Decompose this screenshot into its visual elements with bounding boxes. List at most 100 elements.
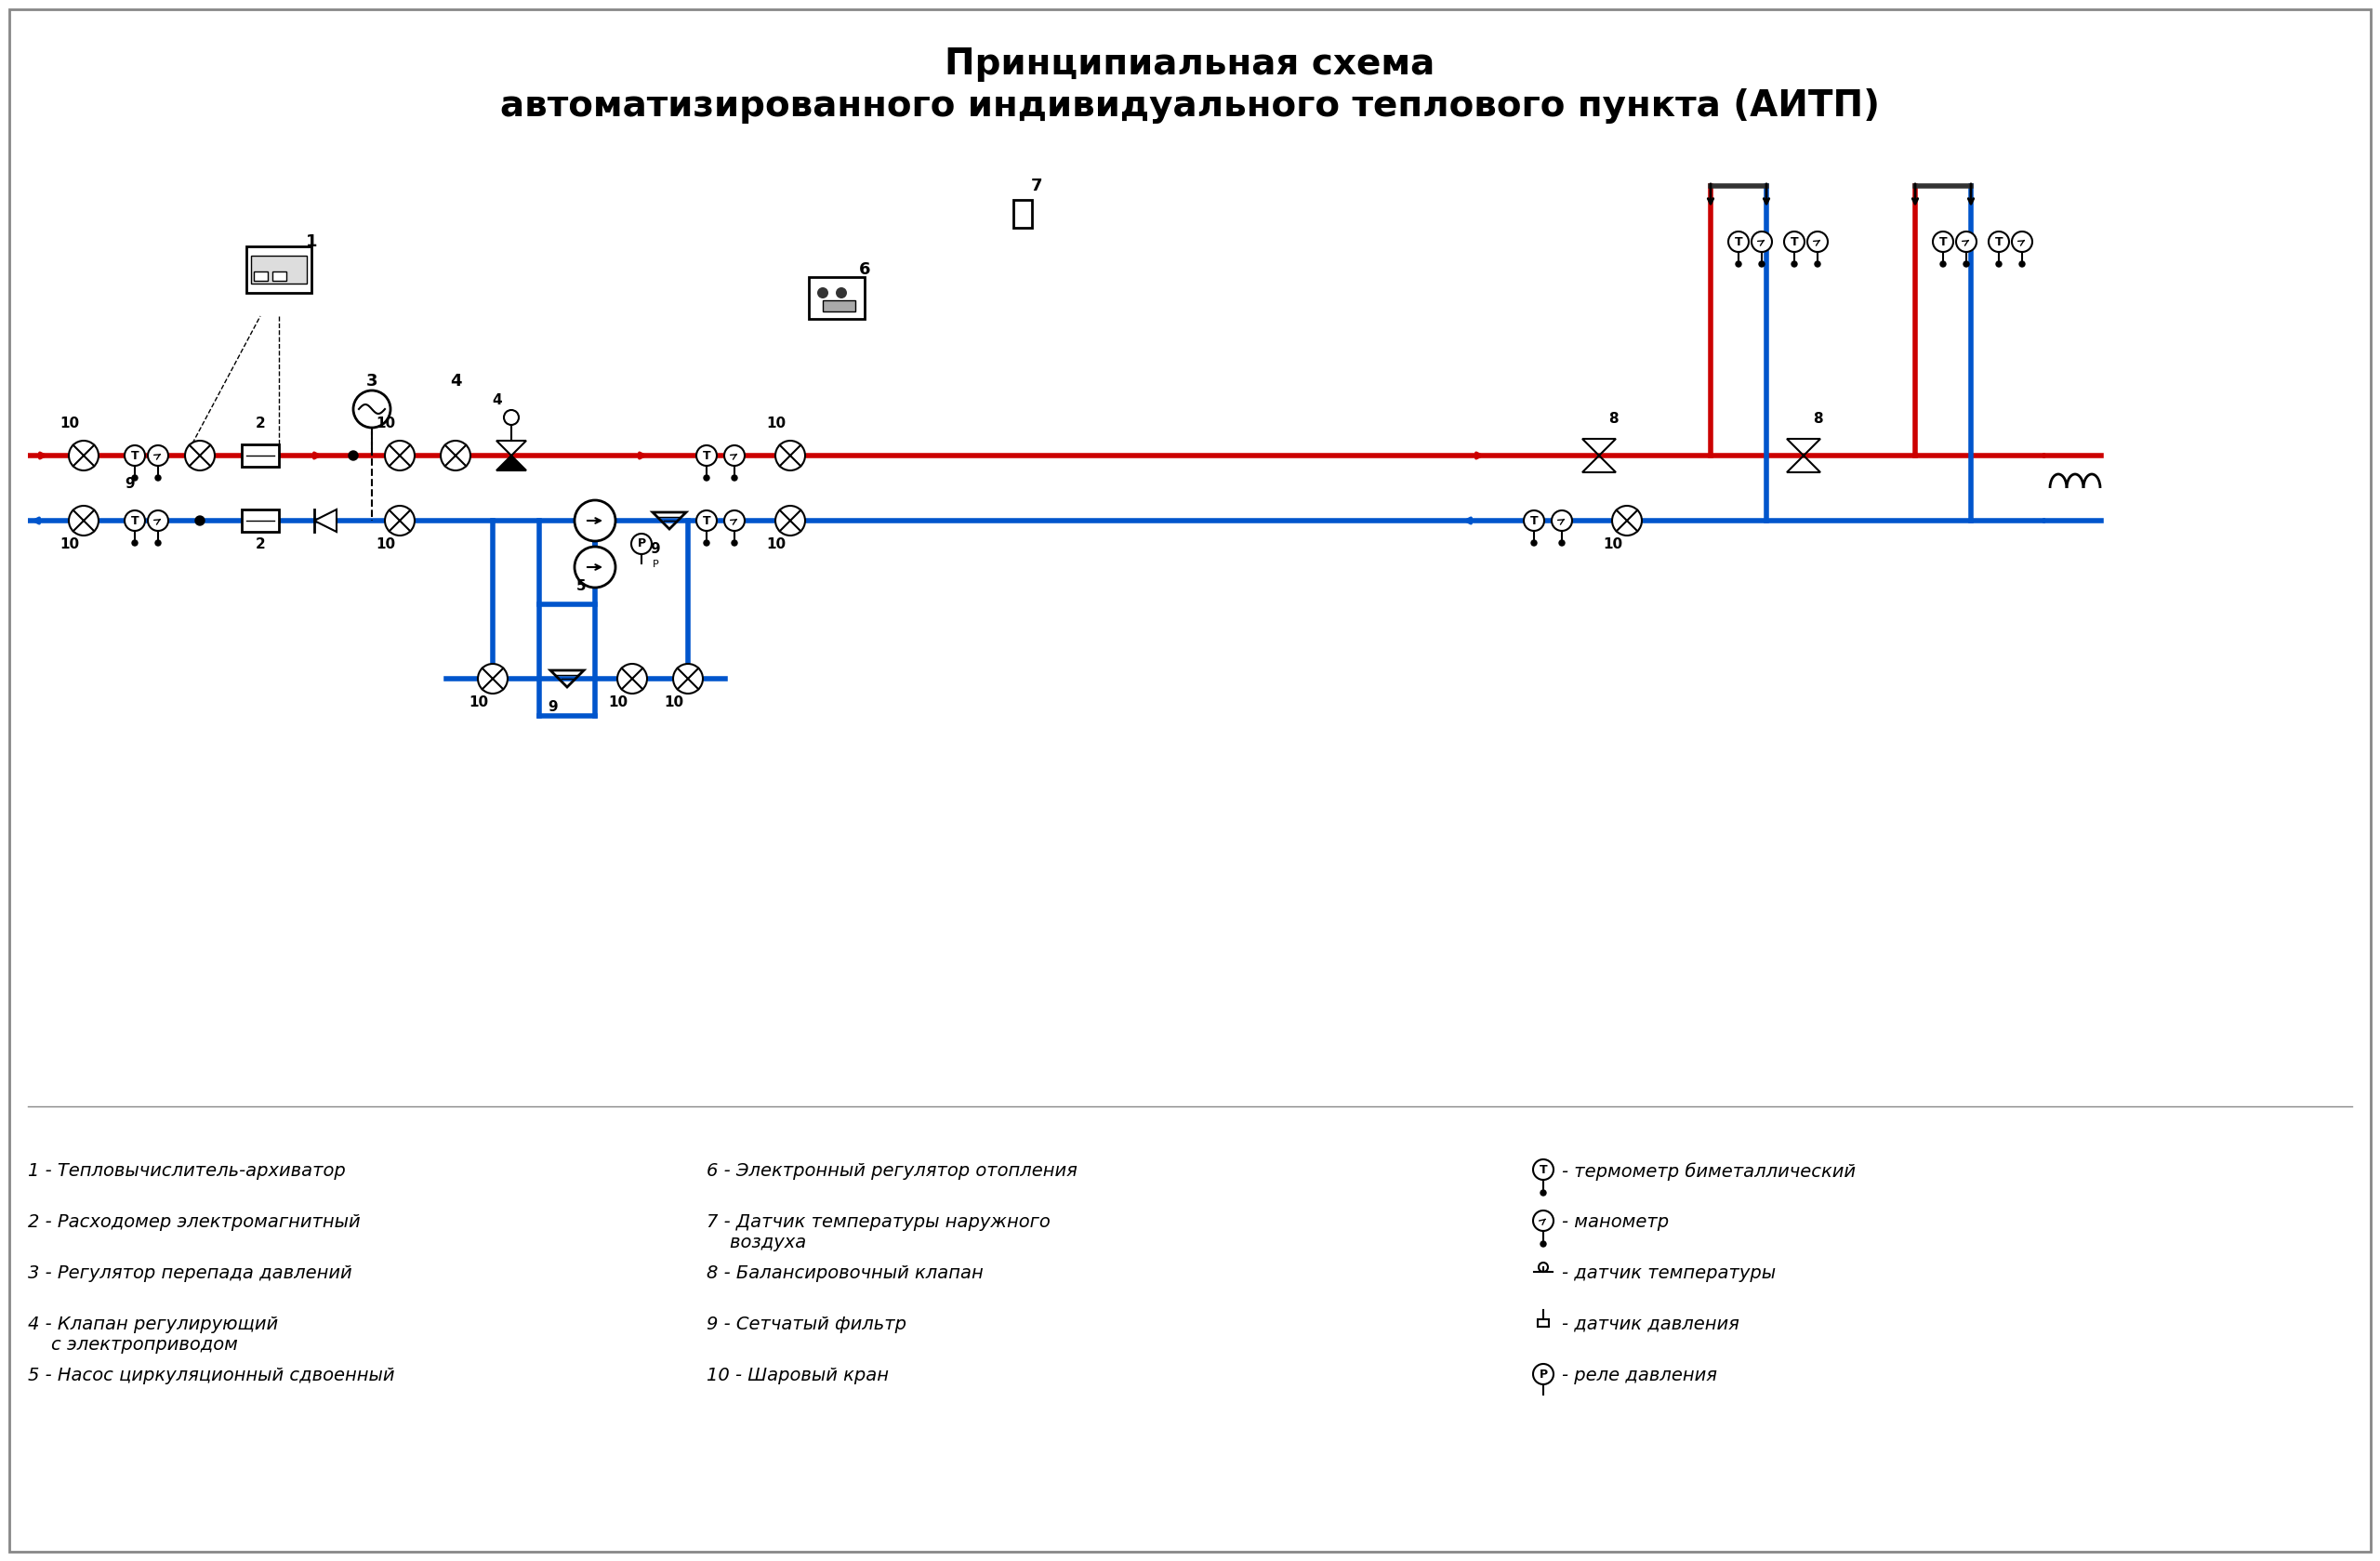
Text: 7 - Датчик температуры наружного
    воздуха: 7 - Датчик температуры наружного воздуха [707,1213,1050,1252]
Text: 1: 1 [305,233,317,250]
Text: T: T [1940,236,1947,248]
Circle shape [2018,261,2025,267]
Circle shape [704,475,709,481]
Text: T: T [1540,1163,1547,1175]
Text: 8 - Балансировочный клапан: 8 - Балансировочный клапан [707,1264,983,1282]
Text: P: P [1540,1367,1547,1380]
Text: 5 - Насос циркуляционный сдвоенный: 5 - Насос циркуляционный сдвоенный [29,1367,395,1385]
Text: 2: 2 [255,537,264,551]
Circle shape [1933,231,1954,251]
Circle shape [1540,1241,1547,1247]
Circle shape [776,506,804,535]
Circle shape [124,510,145,531]
Text: 2 - Расходомер электромагнитный: 2 - Расходомер электромагнитный [29,1213,359,1232]
Circle shape [1523,510,1545,531]
Circle shape [724,510,745,531]
Circle shape [155,475,162,481]
Text: - датчик давления: - датчик давления [1561,1316,1740,1333]
Circle shape [1964,261,1968,267]
Circle shape [776,440,804,470]
FancyBboxPatch shape [243,445,278,467]
Text: P: P [652,560,659,570]
Circle shape [1559,540,1564,546]
Circle shape [1530,540,1537,546]
Bar [250,256,307,284]
Text: - термометр биметаллический: - термометр биметаллический [1561,1161,1856,1180]
Circle shape [1728,231,1749,251]
Circle shape [724,445,745,465]
Circle shape [1997,261,2002,267]
Circle shape [1735,261,1742,267]
Text: 10: 10 [664,696,683,709]
Text: 4: 4 [493,393,502,407]
Circle shape [347,451,357,460]
Polygon shape [497,456,526,470]
Text: 10: 10 [376,537,395,551]
Circle shape [386,440,414,470]
Text: 10: 10 [766,417,785,431]
Circle shape [478,663,507,693]
Circle shape [1533,1210,1554,1232]
Text: 10: 10 [60,537,79,551]
Text: 6 - Электронный регулятор отопления: 6 - Электронный регулятор отопления [707,1161,1078,1180]
Circle shape [697,445,716,465]
Circle shape [674,663,702,693]
Text: 3 - Регулятор перепада давлений: 3 - Регулятор перепада давлений [29,1264,352,1282]
Text: 10: 10 [376,417,395,431]
Text: T: T [702,515,712,526]
Text: - датчик температуры: - датчик температуры [1561,1264,1775,1282]
Circle shape [697,510,716,531]
Bar [809,276,864,318]
Circle shape [505,411,519,425]
Circle shape [731,475,738,481]
Text: 10: 10 [1604,537,1623,551]
Circle shape [1814,261,1821,267]
Bar [823,300,854,312]
Text: 4 - Клапан регулирующий
    с электроприводом: 4 - Клапан регулирующий с электроприводо… [29,1316,278,1353]
Circle shape [631,534,652,554]
Text: 10 - Шаровый кран: 10 - Шаровый кран [707,1367,888,1385]
FancyBboxPatch shape [243,509,278,532]
Text: T: T [131,450,138,462]
Text: 2: 2 [255,417,264,431]
Circle shape [1533,1364,1554,1385]
Circle shape [69,440,98,470]
Bar [1537,1319,1549,1327]
Text: T: T [1994,236,2004,248]
Circle shape [440,440,471,470]
Text: 10: 10 [469,696,488,709]
Text: автоматизированного индивидуального теплового пункта (АИТП): автоматизированного индивидуального тепл… [500,89,1880,123]
Circle shape [616,663,647,693]
Circle shape [1990,231,2009,251]
Polygon shape [314,509,336,532]
Text: 9: 9 [126,478,136,490]
Text: T: T [702,450,712,462]
Text: 10: 10 [609,696,628,709]
Circle shape [148,445,169,465]
Circle shape [835,287,847,298]
Circle shape [1956,231,1975,251]
Circle shape [1792,261,1797,267]
Circle shape [386,506,414,535]
Text: 4: 4 [450,373,462,390]
Text: 9: 9 [547,699,557,713]
Circle shape [1611,506,1642,535]
Circle shape [731,540,738,546]
Text: - манометр: - манометр [1561,1213,1668,1232]
Text: T: T [1735,236,1742,248]
Text: T: T [1530,515,1537,526]
Circle shape [1759,261,1764,267]
Bar [271,272,286,281]
Circle shape [1552,510,1573,531]
Text: - реле давления: - реле давления [1561,1367,1716,1385]
Circle shape [2011,231,2033,251]
Text: 9 - Сетчатый фильтр: 9 - Сетчатый фильтр [707,1316,907,1333]
Circle shape [131,540,138,546]
Circle shape [1752,231,1773,251]
Circle shape [195,517,205,526]
Circle shape [574,500,616,542]
Text: 8: 8 [1814,412,1823,426]
Text: T: T [131,515,138,526]
Circle shape [131,475,138,481]
Text: 10: 10 [766,537,785,551]
